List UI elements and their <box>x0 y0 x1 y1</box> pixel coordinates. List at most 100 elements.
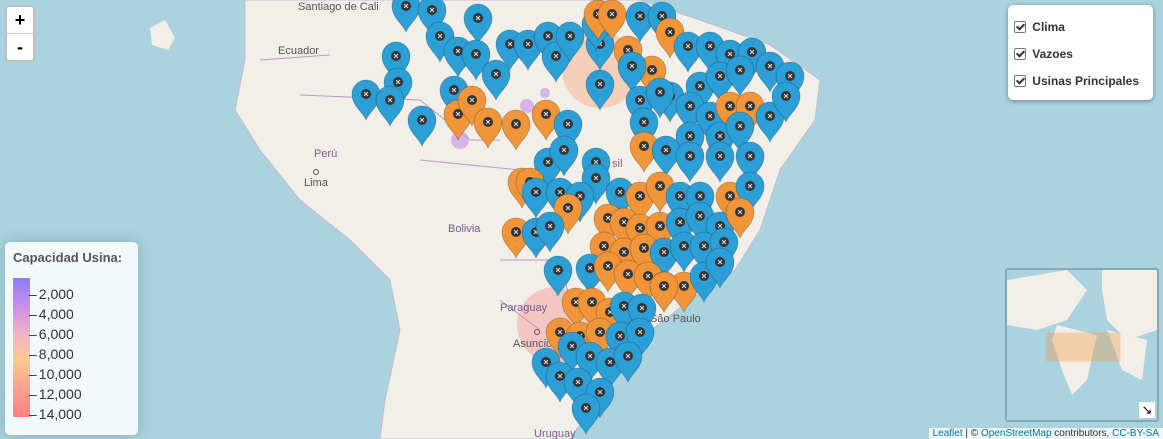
plant-marker[interactable] <box>407 105 437 148</box>
plant-marker[interactable] <box>645 171 675 214</box>
minimap-toggle-button[interactable]: ↘ <box>1139 402 1155 418</box>
plant-marker[interactable] <box>553 109 583 152</box>
leaflet-link[interactable]: Leaflet <box>932 428 963 439</box>
plant-marker[interactable] <box>625 1 655 44</box>
minimap-viewport <box>1046 332 1121 362</box>
zoom-control: + - <box>5 5 35 62</box>
layer-label: Vazoes <box>1032 46 1073 61</box>
country-label: Paraguay <box>500 302 548 314</box>
clima-circle <box>520 99 534 113</box>
minimap[interactable]: ↘ <box>1005 268 1159 422</box>
plant-marker[interactable] <box>705 247 735 290</box>
legend-title: Capacidad Usina: <box>13 250 123 265</box>
country-label: Perú <box>314 148 337 160</box>
plant-marker[interactable] <box>685 201 715 244</box>
plant-marker[interactable] <box>585 69 615 112</box>
legend-tick: 4,000 <box>29 306 74 322</box>
checkbox[interactable] <box>1014 47 1027 60</box>
zoom-out-button[interactable]: - <box>7 33 33 60</box>
plant-marker[interactable] <box>391 0 421 34</box>
plant-marker[interactable] <box>675 141 705 184</box>
checkbox[interactable] <box>1014 20 1027 33</box>
layer-toggle-clima[interactable]: Clima <box>1014 13 1139 40</box>
legend-tick: 6,000 <box>29 326 74 342</box>
plant-marker[interactable] <box>695 31 725 74</box>
plant-marker[interactable] <box>617 51 647 94</box>
plant-marker[interactable] <box>633 261 663 304</box>
plant-marker[interactable] <box>543 255 573 298</box>
plant-marker[interactable] <box>725 111 755 154</box>
plant-marker[interactable] <box>521 177 551 220</box>
plant-marker[interactable] <box>481 59 511 102</box>
layer-control: Clima Vazoes Usinas Principales <box>1008 5 1153 100</box>
plant-marker[interactable] <box>473 107 503 150</box>
plant-marker[interactable] <box>673 31 703 74</box>
legend-tick: 8,000 <box>29 346 74 362</box>
plant-marker[interactable] <box>625 317 655 360</box>
plant-marker[interactable] <box>549 135 579 178</box>
plant-marker[interactable] <box>571 393 601 436</box>
legend-gradient <box>13 278 30 417</box>
plant-marker[interactable] <box>541 41 571 84</box>
place-label: Ecuador <box>278 45 319 57</box>
osm-link[interactable]: OpenStreetMap <box>980 428 1052 439</box>
plant-marker[interactable] <box>771 81 801 124</box>
plant-marker[interactable] <box>417 0 447 38</box>
place-label: Asunción <box>513 338 558 350</box>
plant-marker[interactable] <box>535 211 565 254</box>
attrib-sep: | © <box>962 428 981 439</box>
plant-marker[interactable] <box>645 77 675 120</box>
layer-toggle-usinas[interactable]: Usinas Principales <box>1014 67 1139 94</box>
layer-label: Usinas Principales <box>1032 73 1139 88</box>
city-dot <box>534 329 540 335</box>
legend-tick: 2,000 <box>29 286 74 302</box>
plant-marker[interactable] <box>501 109 531 152</box>
plant-marker[interactable] <box>655 17 685 60</box>
plant-marker[interactable] <box>629 233 659 276</box>
capacity-legend: Capacidad Usina: 2,000 4,000 6,000 8,000… <box>5 242 138 435</box>
plant-marker[interactable] <box>597 0 627 42</box>
plant-marker[interactable] <box>725 197 755 240</box>
plant-marker[interactable] <box>375 85 405 128</box>
plant-marker[interactable] <box>627 293 657 336</box>
legend-tick: 14,000 <box>29 406 82 422</box>
plant-marker[interactable] <box>533 21 563 64</box>
plant-marker[interactable] <box>629 107 659 150</box>
attribution: Leaflet | © OpenStreetMap contributors, … <box>928 428 1163 439</box>
plant-marker[interactable] <box>575 341 605 384</box>
attrib-text: contributors, <box>1051 428 1113 439</box>
plant-marker[interactable] <box>555 21 585 64</box>
place-label: Santiago de Cali <box>298 1 379 13</box>
plant-marker[interactable] <box>463 3 493 46</box>
plant-marker[interactable] <box>705 141 735 184</box>
plant-marker[interactable] <box>629 131 659 174</box>
plant-marker[interactable] <box>585 317 615 360</box>
plant-marker[interactable] <box>383 67 413 110</box>
layer-toggle-vazoes[interactable]: Vazoes <box>1014 40 1139 67</box>
zoom-in-button[interactable]: + <box>14 10 26 30</box>
plant-marker[interactable] <box>735 141 765 184</box>
galapagos <box>150 20 175 50</box>
plant-marker[interactable] <box>613 341 643 384</box>
country-label: sil <box>612 158 622 170</box>
license-link[interactable]: CC-BY-SA <box>1112 428 1159 439</box>
plant-marker[interactable] <box>457 85 487 128</box>
plant-marker[interactable] <box>381 41 411 84</box>
legend-tick: 10,000 <box>29 366 82 382</box>
place-label: São Paulo <box>650 313 701 325</box>
plant-marker[interactable] <box>755 101 785 144</box>
checkbox[interactable] <box>1014 74 1027 87</box>
minimap-canvas <box>1007 270 1157 420</box>
plant-marker[interactable] <box>725 55 755 98</box>
marker-layer <box>351 0 805 436</box>
country-label: Uruguay <box>534 428 576 439</box>
plant-marker[interactable] <box>735 171 765 214</box>
place-label: Lima <box>304 177 329 189</box>
plant-marker[interactable] <box>563 367 593 410</box>
country-label: Bolivia <box>448 223 481 235</box>
legend-tick: 12,000 <box>29 386 82 402</box>
plant-marker[interactable] <box>649 271 679 314</box>
layer-label: Clima <box>1032 19 1065 34</box>
clima-circle <box>540 88 550 98</box>
